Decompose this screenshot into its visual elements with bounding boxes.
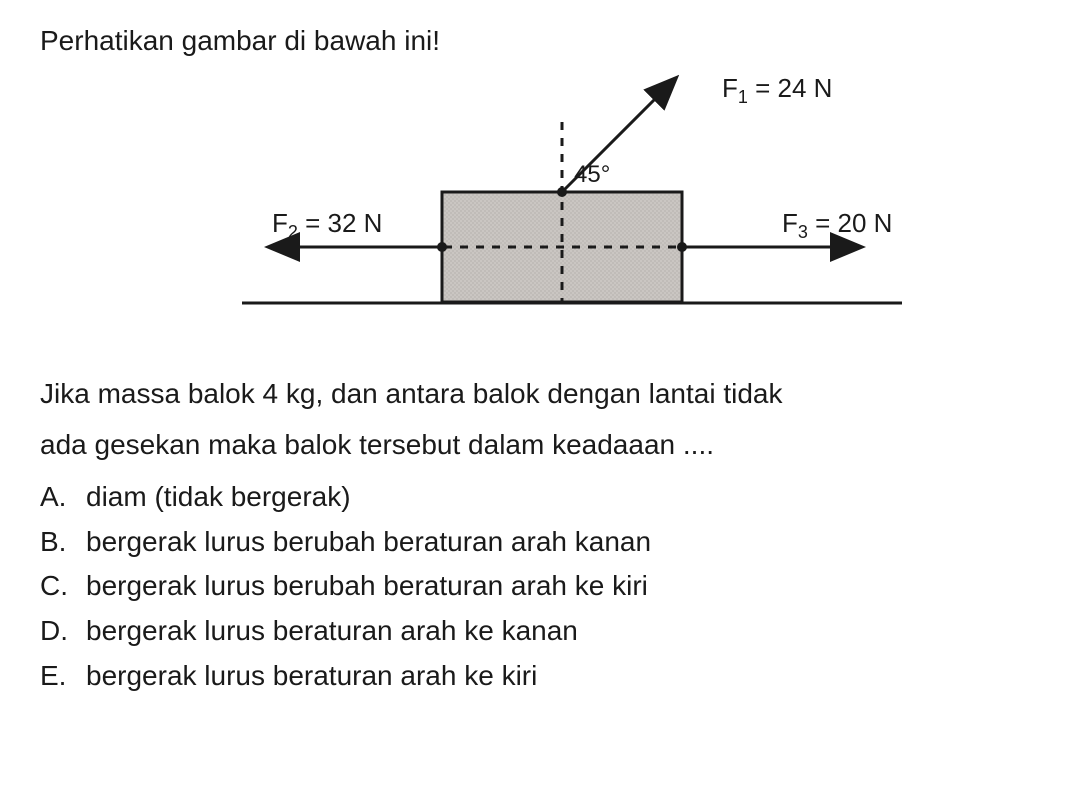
- dot-top: [557, 187, 567, 197]
- option-text: bergerak lurus beraturan arah ke kiri: [86, 654, 537, 699]
- option-b: B. bergerak lurus berubah beraturan arah…: [40, 520, 1044, 565]
- option-letter: C.: [40, 564, 72, 609]
- option-text: diam (tidak bergerak): [86, 475, 351, 520]
- question-prompt: Perhatikan gambar di bawah ini!: [40, 25, 1044, 57]
- option-letter: E.: [40, 654, 72, 699]
- option-letter: A.: [40, 475, 72, 520]
- question-body-2: ada gesekan maka balok tersebut dalam ke…: [40, 423, 1044, 466]
- options-list: A. diam (tidak bergerak) B. bergerak lur…: [40, 475, 1044, 699]
- dot-right: [677, 242, 687, 252]
- force-f2-label: F2 = 32 N: [272, 208, 382, 242]
- option-text: bergerak lurus berubah beraturan arah ke…: [86, 564, 648, 609]
- option-a: A. diam (tidak bergerak): [40, 475, 1044, 520]
- option-c: C. bergerak lurus berubah beraturan arah…: [40, 564, 1044, 609]
- force-f1-label: F1 = 24 N: [722, 73, 832, 107]
- option-letter: D.: [40, 609, 72, 654]
- dot-left: [437, 242, 447, 252]
- force-diagram: 45° F1 = 24 N F2 = 32 N F3 = 20 N: [40, 72, 1044, 352]
- angle-label: 45°: [574, 161, 610, 188]
- option-e: E. bergerak lurus beraturan arah ke kiri: [40, 654, 1044, 699]
- diagram-svg: 45° F1 = 24 N F2 = 32 N F3 = 20 N: [162, 72, 922, 352]
- option-text: bergerak lurus beraturan arah ke kanan: [86, 609, 578, 654]
- question-body-1: Jika massa balok 4 kg, dan antara balok …: [40, 372, 1044, 415]
- force-f3-label: F3 = 20 N: [782, 208, 892, 242]
- option-text: bergerak lurus berubah beraturan arah ka…: [86, 520, 651, 565]
- option-d: D. bergerak lurus beraturan arah ke kana…: [40, 609, 1044, 654]
- option-letter: B.: [40, 520, 72, 565]
